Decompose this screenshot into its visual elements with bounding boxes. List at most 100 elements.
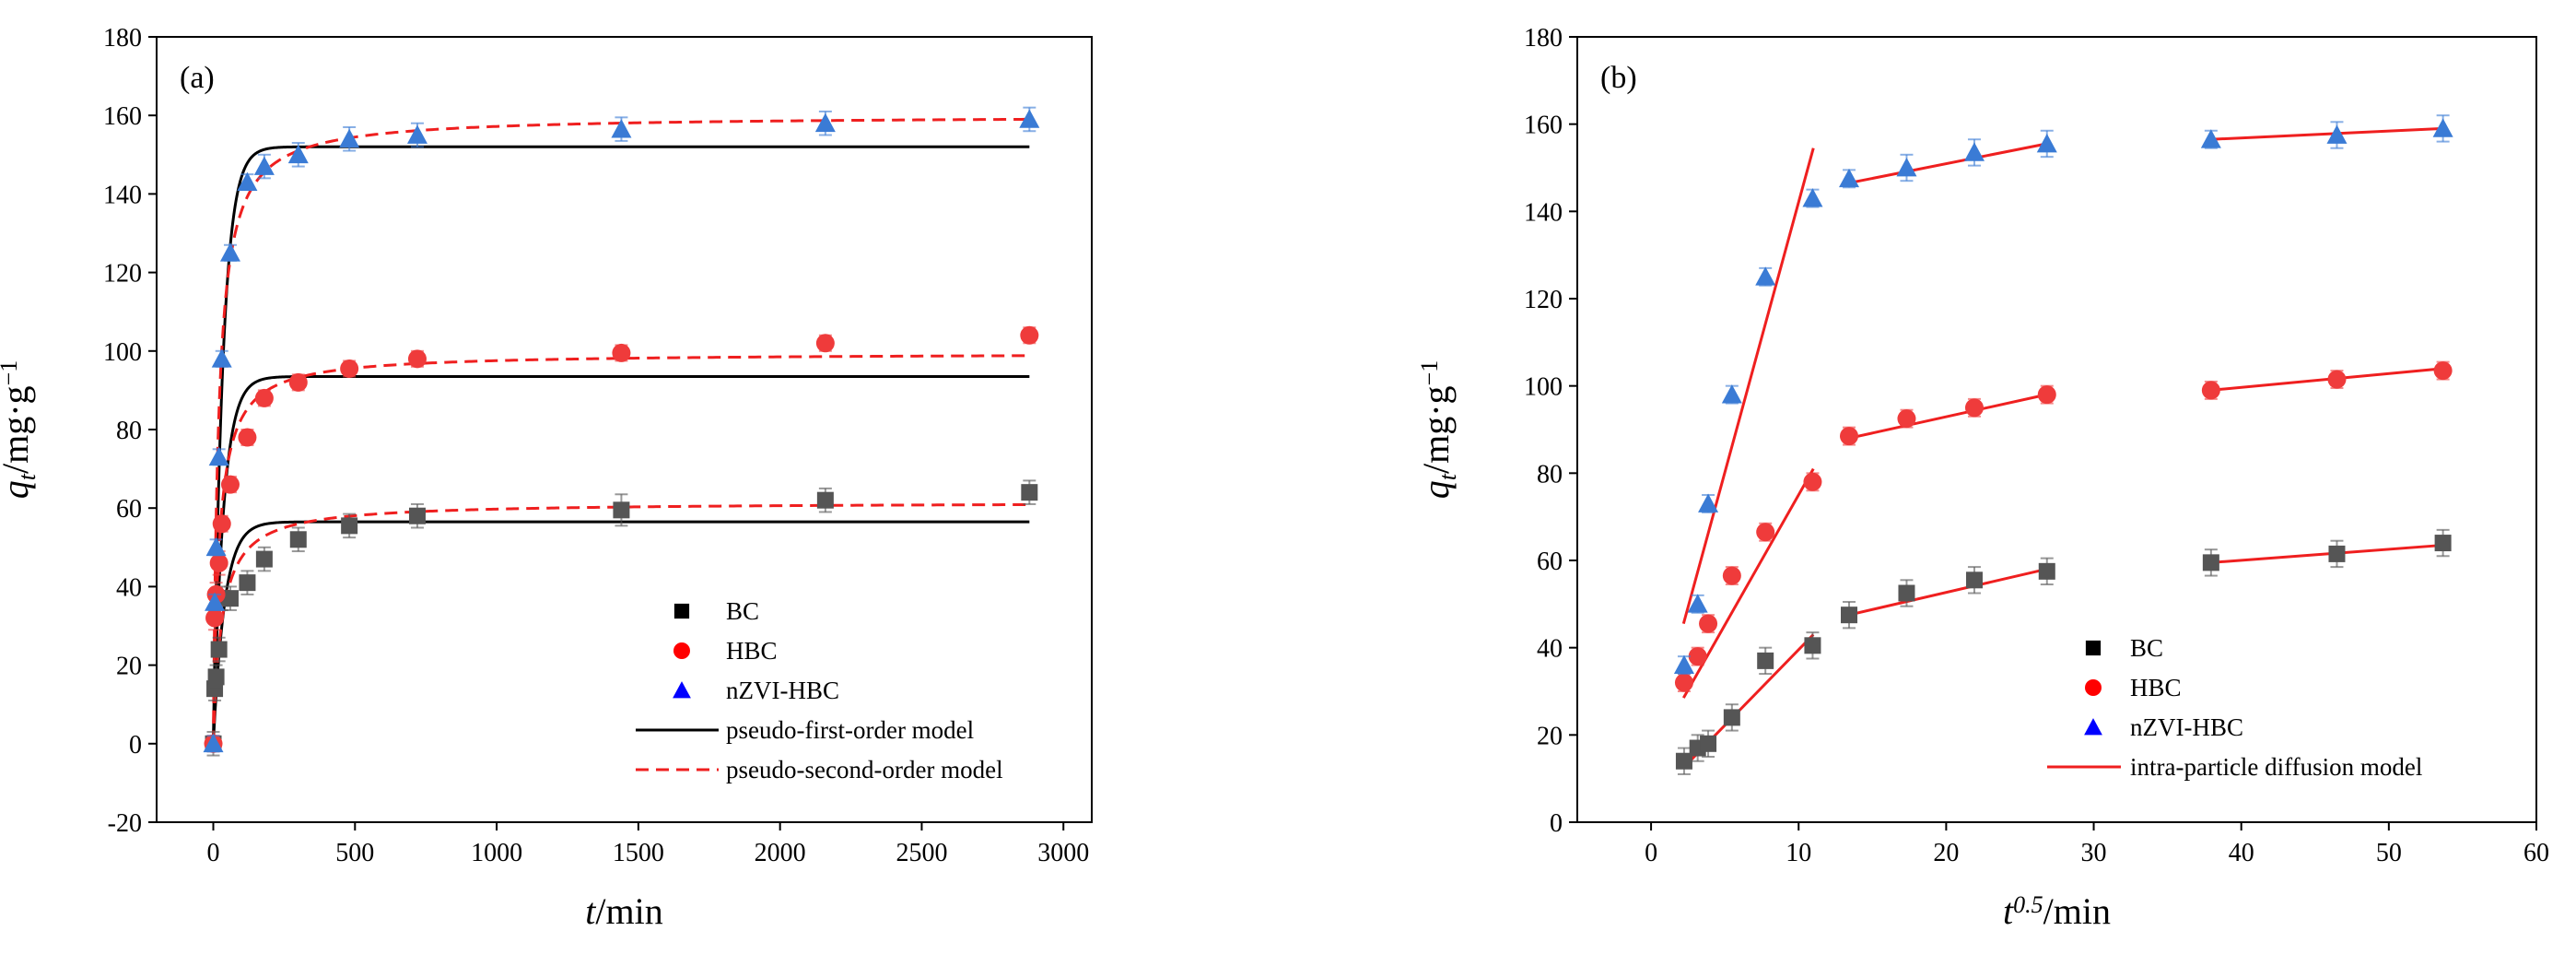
data-point-nzvi-hbc — [287, 144, 309, 164]
legend-label: pseudo-second-order model — [726, 756, 1003, 783]
data-point-hbc — [815, 334, 835, 353]
data-point-hbc — [1674, 673, 1693, 692]
x-tick-label: 60 — [2523, 839, 2549, 867]
y-tick-label: 0 — [1550, 809, 1563, 838]
panel-label: (a) — [180, 61, 215, 95]
x-tick-label: 2500 — [896, 839, 947, 867]
y-tick-label: 160 — [103, 102, 142, 131]
data-point-hbc — [1897, 409, 1916, 429]
legend-marker — [673, 642, 690, 659]
data-point-nzvi-hbc — [205, 536, 227, 557]
y-tick-label: 120 — [103, 260, 142, 289]
data-point-nzvi-hbc — [205, 592, 226, 611]
data-point-hbc — [407, 349, 427, 369]
data-point-hbc — [288, 372, 308, 392]
diffusion-fit-line — [2209, 543, 2444, 564]
pfo-model-curve — [212, 145, 1030, 744]
data-point-nzvi-hbc — [1896, 158, 1917, 177]
x-tick-label: 0 — [207, 839, 220, 867]
axis-label-var: q — [1415, 480, 1457, 499]
y-tick-label: 20 — [116, 653, 142, 681]
data-point-hbc — [1803, 472, 1822, 491]
x-tick-label: 3000 — [1037, 839, 1089, 867]
data-point-hbc — [1020, 325, 1039, 345]
data-point-bc — [1723, 709, 1740, 726]
chart-a: 0 500 1000 1500 2000 2500 3000 -20 0 20 40 60 80 100 1… — [0, 24, 1093, 932]
data-point-bc — [1841, 607, 1858, 624]
data-point-nzvi-hbc — [211, 348, 232, 368]
diffusion-fit-line — [1848, 568, 2047, 617]
y-tick-label: 120 — [1524, 286, 1563, 314]
diffusion-fit-line — [1681, 147, 1815, 625]
y-tick-label: 60 — [116, 495, 142, 524]
data-point-hbc — [1722, 566, 1741, 585]
axis-label-unit: /mg·g — [0, 385, 36, 474]
axis-label-unit: /min — [595, 890, 662, 932]
data-point-bc — [207, 668, 225, 686]
y-tick-label: 140 — [103, 181, 142, 209]
data-point-bc — [2038, 562, 2055, 580]
y-tick-label: 140 — [1524, 198, 1563, 227]
legend-label: pseudo-first-order model — [726, 716, 974, 744]
data-point-nzvi-hbc — [1019, 109, 1040, 128]
data-point-nzvi-hbc — [406, 124, 427, 144]
y-tick-label: 20 — [1537, 722, 1563, 750]
data-point-hbc — [1840, 427, 1859, 446]
y-tick-label: 0 — [129, 731, 142, 760]
y-tick-label: 100 — [1524, 373, 1563, 402]
axis-label-unit: /mg·g — [1415, 385, 1457, 474]
data-point-hbc — [2037, 385, 2056, 405]
x-tick-label: 1500 — [613, 839, 664, 867]
pfo-model-curve — [212, 374, 1030, 744]
data-point-bc — [1675, 752, 1692, 770]
data-point-nzvi-hbc — [2432, 118, 2453, 137]
data-point-nzvi-hbc — [1839, 168, 1860, 188]
x-tick-label: 1000 — [471, 839, 522, 867]
y-tick-label: 180 — [103, 24, 142, 53]
axis-label-sup: 0.5 — [2013, 891, 2043, 918]
pfo-model-curve — [212, 520, 1030, 744]
data-point-hbc — [212, 514, 231, 534]
data-point-hbc — [1688, 647, 1707, 666]
data-point-bc — [255, 550, 273, 568]
data-point-nzvi-hbc — [1673, 654, 1694, 674]
data-point-nzvi-hbc — [1755, 266, 1776, 286]
axis-label-unit: /min — [2043, 890, 2111, 932]
x-tick-label: 20 — [1933, 839, 1959, 867]
legend-marker — [2084, 718, 2102, 736]
legend-label: HBC — [726, 637, 778, 665]
data-point-bc — [239, 574, 256, 592]
data-point-hbc — [1699, 614, 1718, 633]
data-point-bc — [2434, 535, 2452, 552]
legend-label: HBC — [2130, 674, 2182, 701]
data-point-nzvi-hbc — [1698, 493, 1719, 512]
data-point-nzvi-hbc — [208, 446, 229, 466]
data-point-hbc — [1964, 398, 1984, 418]
data-point-bc — [289, 531, 307, 548]
data-point-nzvi-hbc — [611, 119, 632, 138]
legend-marker — [2085, 640, 2102, 656]
data-point-nzvi-hbc — [1721, 384, 1742, 404]
pso-model-curve — [212, 354, 1030, 744]
legend-marker — [2085, 679, 2102, 696]
data-point-bc — [221, 590, 239, 607]
axis-label: t/min — [585, 890, 662, 932]
data-point-bc — [1965, 571, 1983, 589]
plot-frame — [1576, 36, 2537, 823]
data-point-nzvi-hbc — [1687, 594, 1708, 613]
data-point-nzvi-hbc — [203, 733, 224, 753]
data-point-nzvi-hbc — [2326, 124, 2348, 144]
legend-label: nZVI-HBC — [726, 677, 839, 704]
data-point-hbc — [238, 428, 257, 447]
data-point-bc — [1700, 735, 1717, 752]
y-tick-label: 40 — [116, 573, 142, 602]
data-point-bc — [816, 491, 834, 509]
data-point-bc — [1757, 652, 1774, 669]
legend-label: BC — [2130, 634, 2163, 662]
x-tick-label: 30 — [2081, 839, 2107, 867]
diffusion-fit-line — [2209, 367, 2444, 392]
panel-label: (b) — [1600, 61, 1637, 95]
y-tick-label: 180 — [1524, 24, 1563, 53]
data-point-nzvi-hbc — [814, 112, 836, 133]
data-point-hbc — [2433, 361, 2453, 381]
